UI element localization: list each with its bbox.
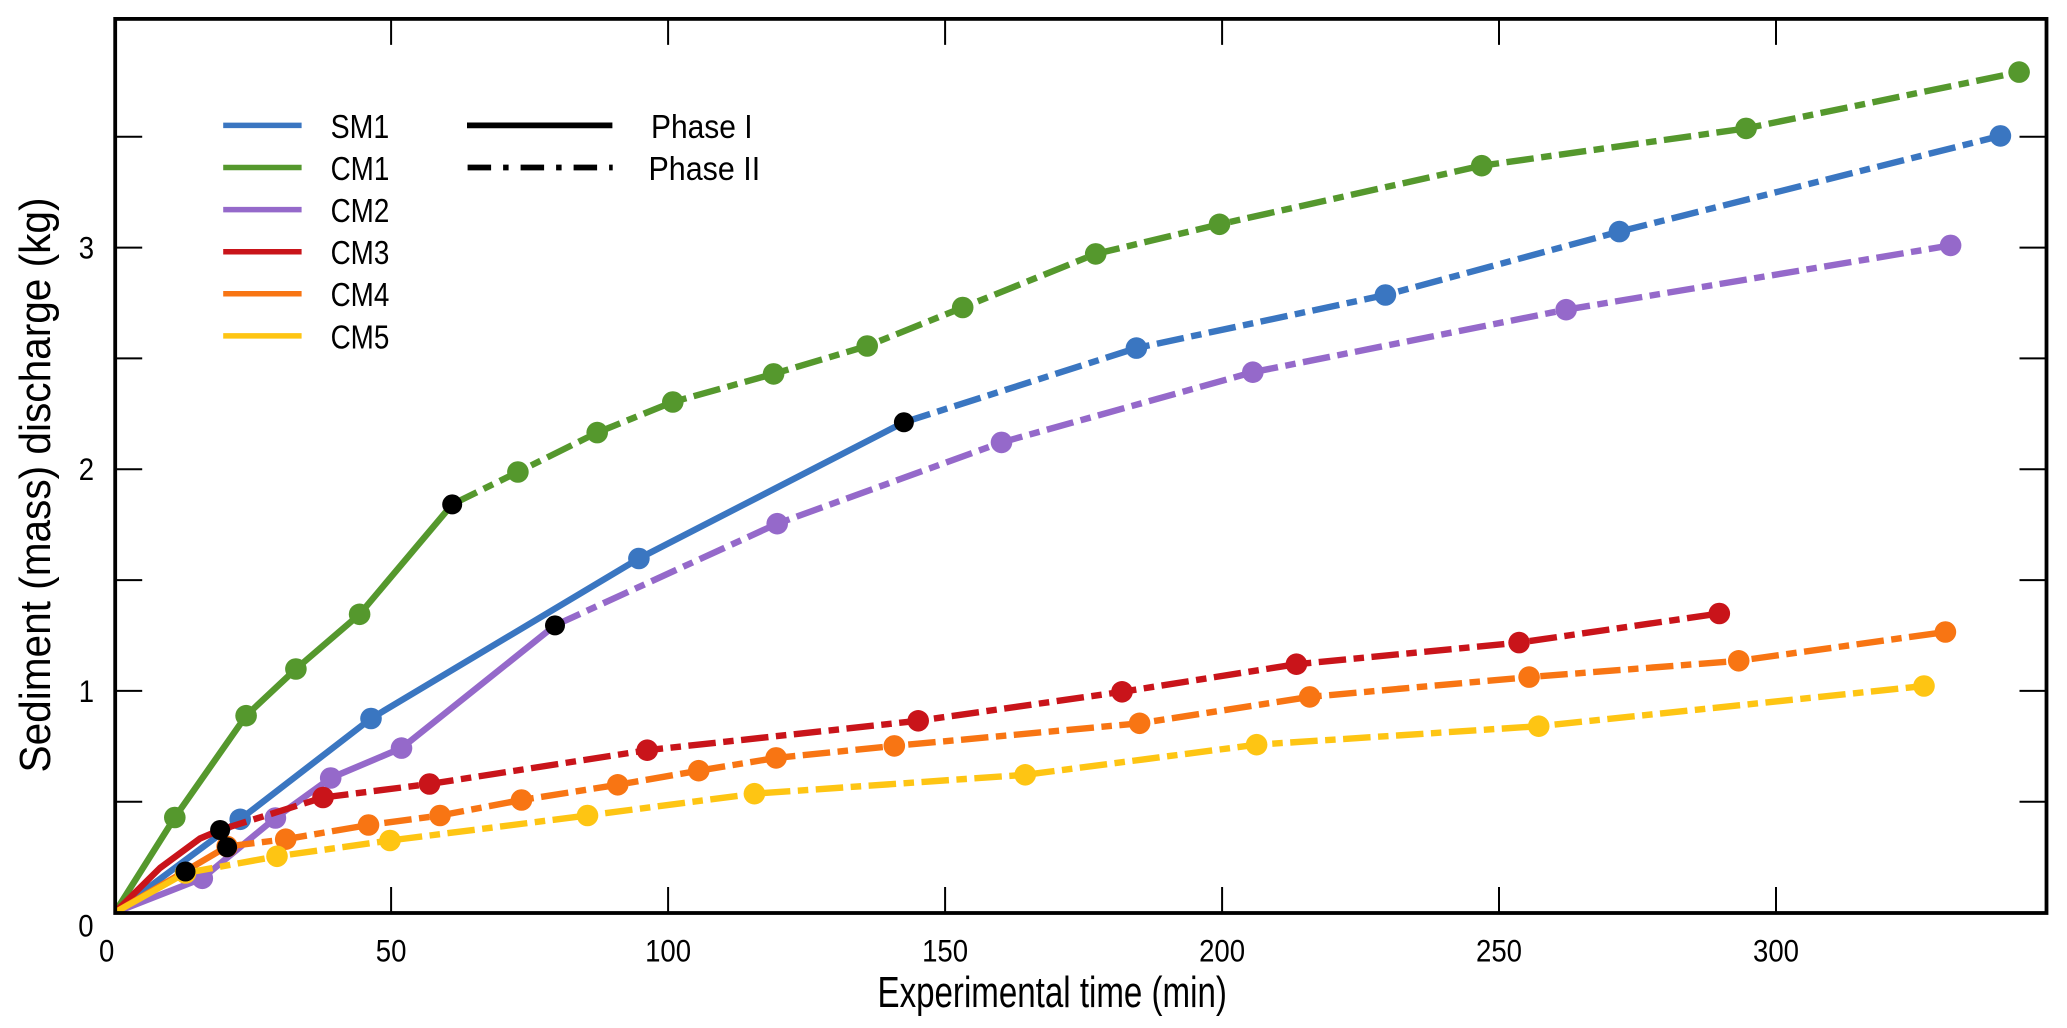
svg-text:2: 2 [79,451,94,487]
svg-text:CM1: CM1 [331,151,390,188]
svg-text:250: 250 [1476,933,1522,969]
svg-text:CM3: CM3 [331,235,390,272]
svg-text:200: 200 [1199,933,1245,969]
svg-text:Phase II: Phase II [649,151,761,188]
svg-text:Sediment (mass) discharge (kg): Sediment (mass) discharge (kg) [11,198,60,773]
svg-text:3: 3 [79,230,94,266]
svg-text:1: 1 [79,673,94,709]
svg-text:100: 100 [645,933,691,969]
svg-text:Phase I: Phase I [651,109,753,146]
svg-text:CM4: CM4 [331,277,390,314]
svg-text:SM1: SM1 [331,109,390,146]
svg-text:CM2: CM2 [331,193,390,230]
svg-text:300: 300 [1753,933,1799,969]
svg-text:CM5: CM5 [331,319,390,356]
svg-text:0: 0 [99,933,114,969]
svg-text:Experimental time (min): Experimental time (min) [878,968,1227,1017]
svg-text:0: 0 [78,907,93,943]
svg-text:150: 150 [922,933,968,969]
svg-text:50: 50 [376,933,407,969]
